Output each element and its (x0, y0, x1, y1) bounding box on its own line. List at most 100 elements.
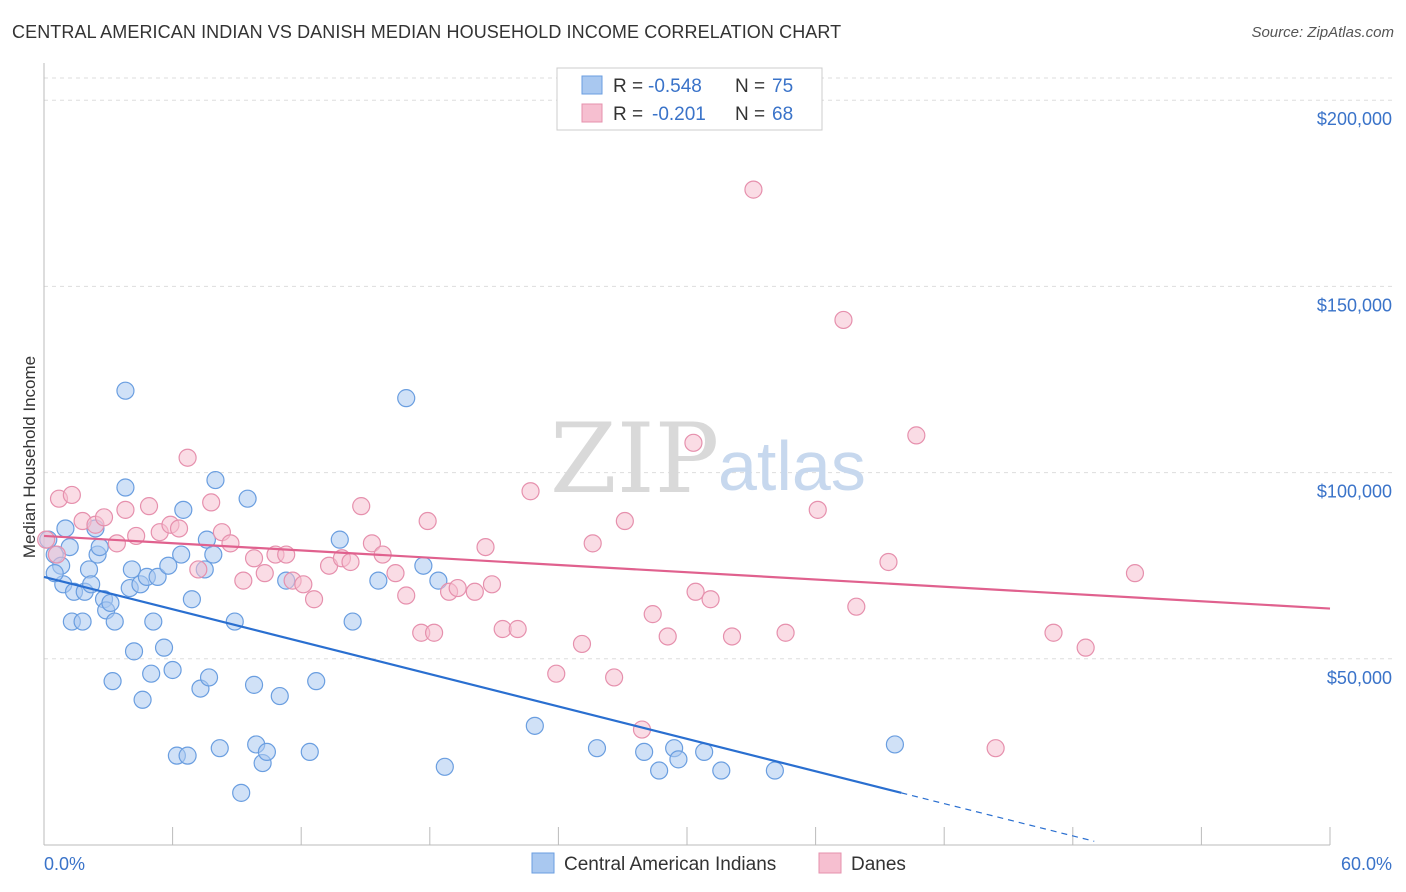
data-point-pink (397, 586, 416, 605)
data-point-blue (414, 556, 433, 575)
data-point-blue (105, 612, 124, 631)
bottom-legend-swatch-blue (531, 852, 555, 874)
data-point-blue (101, 593, 120, 613)
data-point-pink (684, 433, 703, 452)
legend-swatch-pink (581, 103, 603, 123)
data-point-pink (465, 582, 484, 601)
trend-lines (43, 534, 1331, 842)
data-point-pink (234, 571, 253, 590)
data-point-pink (47, 545, 66, 564)
data-point-pink (294, 575, 313, 594)
grid-lines (44, 77, 1392, 660)
legend-r-value-2: -0.201 (652, 104, 706, 125)
y-tick-labels: $50,000 $100,000 $150,000 $200,000 (1317, 109, 1392, 688)
data-point-blue (204, 545, 223, 564)
y-tick-label: $200,000 (1317, 109, 1392, 129)
legend-n-label-1: N = (735, 76, 765, 97)
data-point-pink (352, 497, 371, 516)
trend-line-blue-extension (901, 792, 1095, 842)
data-point-blue (650, 761, 669, 780)
data-point-blue (369, 571, 388, 590)
data-point-blue (79, 560, 99, 579)
axes (43, 63, 1331, 846)
data-point-pink (847, 597, 866, 616)
data-point-pink (221, 534, 240, 553)
data-point-blue (73, 612, 92, 631)
source-label: Source: ZipAtlas.com (1251, 24, 1394, 41)
data-point-pink (362, 534, 382, 553)
bottom-legend-label-2: Danes (851, 854, 906, 875)
bottom-legend-swatch-pink (818, 852, 842, 874)
data-point-blue (343, 612, 362, 631)
legend-n-label-2: N = (735, 104, 765, 125)
data-point-pink (605, 668, 624, 687)
data-point-blue (116, 478, 135, 497)
data-point-blue (210, 739, 229, 758)
data-point-blue (133, 690, 152, 709)
watermark-atlas: atlas (718, 427, 866, 505)
data-point-pink (722, 627, 742, 646)
data-point-pink (643, 605, 662, 624)
data-point-blue (148, 567, 167, 586)
legend-swatch-blue (581, 75, 603, 95)
data-point-pink (986, 739, 1005, 758)
data-point-blue (397, 389, 416, 408)
data-point-blue (587, 739, 607, 758)
data-point-blue (174, 500, 193, 519)
data-point-blue (429, 571, 448, 590)
data-point-blue (244, 675, 264, 694)
data-point-blue (182, 590, 201, 609)
series-legend: Central American Indians Danes (531, 852, 906, 875)
data-point-blue (154, 638, 174, 657)
data-point-pink (116, 500, 135, 519)
legend-r-value-1: -0.548 (648, 76, 702, 97)
data-point-pink (304, 590, 324, 609)
data-point-blue (56, 519, 75, 538)
data-point-pink (94, 508, 114, 527)
data-point-blue (270, 686, 289, 706)
data-point-pink (583, 534, 602, 553)
data-point-pink (476, 537, 495, 557)
data-point-pink (686, 582, 705, 601)
data-point-pink (808, 500, 827, 519)
data-point-blue (435, 757, 454, 776)
data-point-pink (244, 549, 264, 568)
data-point-pink (744, 180, 763, 199)
bottom-legend-label-1: Central American Indians (564, 854, 776, 875)
data-point-pink (1044, 623, 1063, 642)
data-point-blue (669, 750, 688, 769)
correlation-legend: R = -0.548 N = 75 R = -0.201 N = 68 (556, 67, 823, 131)
legend-r-label-2: R = (613, 104, 643, 125)
data-point-pink (658, 627, 677, 646)
data-point-blue (178, 746, 197, 765)
trend-line-blue (43, 575, 902, 794)
data-point-blue (172, 545, 191, 564)
legend-n-value-1: 75 (772, 76, 793, 97)
data-point-blue (206, 470, 225, 490)
data-point-blue (695, 742, 714, 762)
data-point-blue (124, 642, 144, 661)
data-point-blue (103, 672, 122, 691)
trend-line-pink (43, 534, 1331, 610)
data-point-blue (885, 735, 905, 754)
data-point-pink (508, 619, 527, 639)
data-point-pink (879, 552, 898, 572)
data-point-blue (122, 560, 141, 579)
data-point-blue (525, 716, 544, 735)
data-point-pink (386, 564, 405, 583)
data-point-pink (37, 530, 56, 549)
data-point-pink (572, 634, 592, 654)
data-point-blue (90, 537, 109, 557)
watermark-zip: ZIP (550, 403, 719, 515)
data-point-blue (635, 742, 654, 762)
data-point-pink (701, 590, 720, 609)
data-point-blue (330, 530, 349, 549)
data-point-pink (907, 426, 926, 445)
data-point-blue (116, 381, 135, 400)
data-point-blue (765, 761, 784, 780)
data-point-blue (257, 742, 277, 762)
data-point-blue (163, 660, 182, 680)
data-point-pink (521, 482, 540, 501)
data-point-pink (776, 623, 795, 642)
